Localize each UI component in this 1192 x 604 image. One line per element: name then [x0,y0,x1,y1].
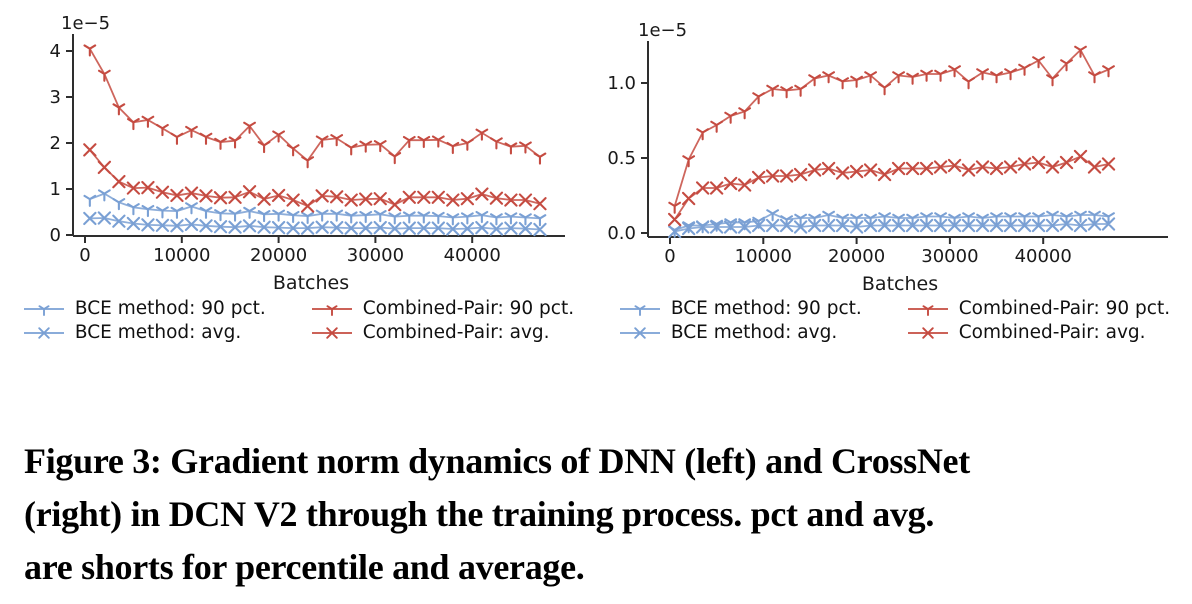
x-marker-line-icon [619,326,660,339]
y-axis: 0.0 0.5 1.0 1e−5 [607,20,687,244]
legend-label: BCE method: 90 pct. [670,298,862,319]
series-line [674,223,1109,233]
legend-marker [38,326,50,339]
y-tick-label: 3 [50,87,61,108]
legend-marker [634,326,646,339]
caption-line-1: Figure 3: Gradient norm dynamics of DNN … [24,441,970,481]
legend-item: Combined-Pair: avg. [906,322,1170,343]
x-tick-label: 30000 [347,245,404,266]
x-marker-line-icon [311,326,352,339]
y-tick-label: 0.5 [607,148,636,169]
x-tick-label: 40000 [444,245,501,266]
x-tick-label: 20000 [250,245,307,266]
axes-spines [72,34,565,237]
y-tick-label: 4 [50,41,61,62]
series-markers [83,143,547,213]
figure-caption: Figure 3: Gradient norm dynamics of DNN … [24,435,1168,594]
series-markers [83,189,547,227]
x-axis-label: Batches [862,273,938,295]
legend-marker [38,304,50,316]
x-axis-label: Batches [273,272,349,294]
legend-item: BCE method: 90 pct. [22,298,266,319]
y-axis-offset-label: 1e−5 [638,20,687,41]
x-marker-line-icon [23,326,64,339]
tri-down-marker-line-icon [23,304,64,316]
left-chart: 0 10000 20000 30000 40000 Batches 0 1 2 3 41e−5 [50,13,565,294]
series-line [89,48,541,162]
x-tick-label: 0 [664,246,675,267]
y-tick-label: 1.0 [607,73,636,94]
legend-marker [326,304,338,316]
x-axis: 0 10000 20000 30000 40000 Batches [664,237,1072,295]
right-chart-panel: 0 10000 20000 30000 40000 Batches 0.0 0.5 1.0 1e−… [596,0,1192,343]
legend-item: Combined-Pair: 90 pct. [310,298,574,319]
y-tick-label: 2 [50,133,61,154]
left-chart-legend: BCE method: 90 pct. BCE method: avg. Combi… [22,298,574,343]
series-markers [668,217,1116,239]
x-tick-label: 30000 [921,246,978,267]
series-line [673,48,1109,207]
legend-marker [922,304,934,316]
x-tick-label: 0 [79,245,90,266]
legend-label: Combined-Pair: 90 pct. [958,298,1171,319]
tri-down-marker-line-icon [907,304,948,316]
legend-marker [326,326,338,339]
y-tick-label: 1 [50,179,61,200]
legend-label: Combined-Pair: 90 pct. [362,298,575,319]
series-line [89,217,541,231]
legend-label: BCE method: avg. [74,322,242,343]
y-axis: 0 1 2 3 41e−5 [50,13,111,246]
series-markers [668,149,1116,227]
legend-marker [634,304,646,316]
axes-spines [647,41,1168,238]
x-tick-label: 10000 [153,245,210,266]
series-markers [83,44,547,169]
x-axis: 0 10000 20000 30000 40000 Batches [79,236,501,294]
legend-label: Combined-Pair: avg. [958,322,1146,343]
legend-label: Combined-Pair: avg. [362,322,550,343]
legend-label: BCE method: 90 pct. [74,298,266,319]
x-tick-label: 20000 [828,246,885,267]
right-chart: 0 10000 20000 30000 40000 Batches 0.0 0.5 1.0 1e−… [607,20,1168,295]
y-axis-offset-label: 1e−5 [61,13,110,34]
legend-item: Combined-Pair: 90 pct. [906,298,1170,319]
y-tick-label: 0.0 [607,223,636,244]
right-chart-legend: BCE method: 90 pct. BCE method: avg. Combi… [618,298,1170,343]
x-tick-label: 10000 [735,246,792,267]
legend-item: Combined-Pair: avg. [310,322,574,343]
x-marker-line-icon [907,326,948,339]
legend-item: BCE method: avg. [22,322,266,343]
y-tick-label: 0 [50,225,61,246]
series-markers [668,45,1115,214]
series-line [89,149,541,208]
caption-line-3: are shorts for percentile and average. [24,547,585,587]
x-tick-label: 40000 [1015,246,1072,267]
legend-item: BCE method: 90 pct. [618,298,862,319]
series-markers [668,209,1115,238]
legend-item: BCE method: avg. [618,322,862,343]
tri-down-marker-line-icon [619,304,660,316]
series-line [89,192,541,220]
legend-label: BCE method: avg. [670,322,838,343]
legend-marker [922,326,934,339]
charts-row: 0 10000 20000 30000 40000 Batches 0 1 2 3 4 1e−5 BC… [0,0,1192,343]
tri-down-marker-line-icon [311,304,352,316]
left-chart-panel: 0 10000 20000 30000 40000 Batches 0 1 2 3 4 1e−5 BC… [0,0,596,343]
series-markers [83,211,547,237]
caption-line-2: (right) in DCN V2 through the training p… [24,494,935,534]
